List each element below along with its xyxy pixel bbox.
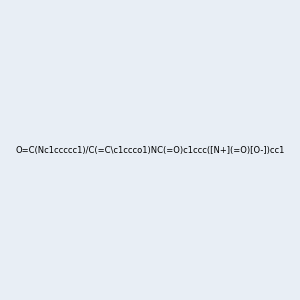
Text: O=C(Nc1ccccc1)/C(=C\c1ccco1)NC(=O)c1ccc([N+](=O)[O-])cc1: O=C(Nc1ccccc1)/C(=C\c1ccco1)NC(=O)c1ccc(…: [15, 146, 285, 154]
